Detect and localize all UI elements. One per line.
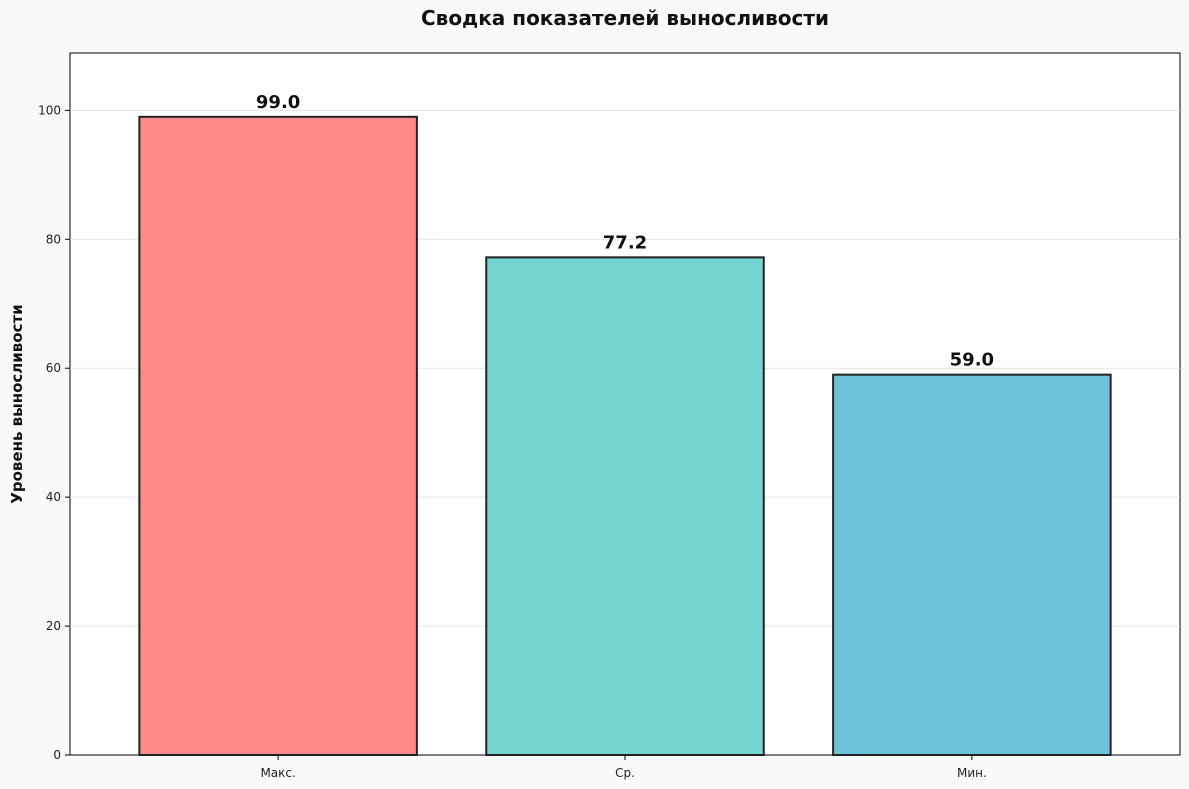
y-tick-label: 0 (53, 748, 61, 762)
bar (485, 256, 765, 756)
bar-value-label: 99.0 (256, 92, 300, 113)
chart-title: Сводка показателей выносливости (421, 6, 829, 30)
y-tick-label: 20 (46, 619, 61, 633)
x-tick-label: Мин. (957, 766, 987, 780)
y-axis: 0 20 40 60 80 100 (38, 103, 70, 762)
y-axis-label: Уровень выносливости (8, 304, 26, 503)
bar-value-label: 59.0 (950, 350, 994, 371)
bar (832, 373, 1112, 756)
bar-value-label: 77.2 (603, 232, 647, 253)
x-axis: Макс. Ср. Мин. (260, 755, 987, 780)
bars: 99.0 77.2 59.0 (138, 92, 1112, 757)
y-tick-label: 60 (46, 361, 61, 375)
y-tick-label: 80 (46, 232, 61, 246)
x-tick-label: Макс. (260, 766, 295, 780)
y-tick-label: 100 (38, 103, 61, 117)
y-tick-label: 40 (46, 490, 61, 504)
x-tick-label: Ср. (615, 766, 635, 780)
bar (138, 115, 418, 757)
